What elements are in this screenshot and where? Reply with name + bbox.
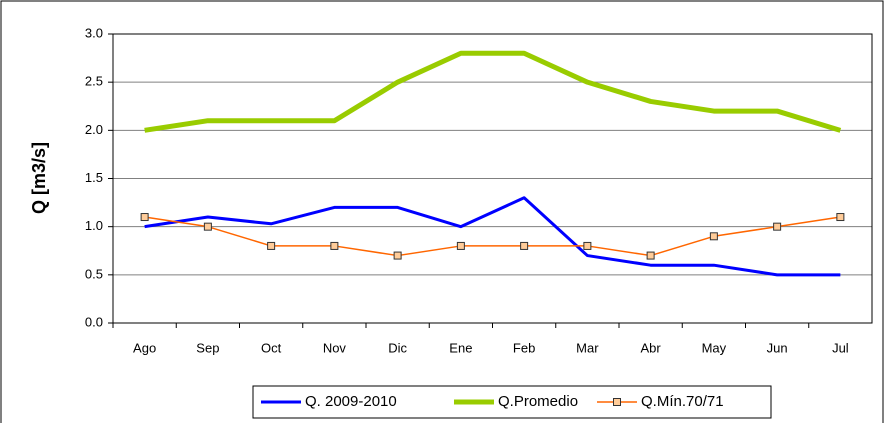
legend-label: Q. 2009-2010 bbox=[305, 393, 397, 410]
point-marker bbox=[646, 251, 655, 260]
legend-marker bbox=[613, 398, 621, 406]
x-tick-label: Ago bbox=[133, 340, 156, 355]
x-tick-label: Oct bbox=[261, 340, 282, 355]
point-marker bbox=[203, 222, 212, 231]
x-tick-label: Nov bbox=[323, 340, 347, 355]
y-tick-label: 2.0 bbox=[85, 122, 103, 137]
legend-label: Q.Mín.70/71 bbox=[641, 393, 724, 410]
y-tick-label: 3.0 bbox=[85, 25, 103, 40]
series-line bbox=[144, 50, 842, 133]
x-tick-label: Abr bbox=[641, 340, 662, 355]
series-line bbox=[144, 216, 841, 257]
x-tick-label: Feb bbox=[513, 340, 535, 355]
point-marker bbox=[330, 241, 339, 250]
point-marker bbox=[709, 232, 718, 241]
y-tick-label: 0.0 bbox=[85, 314, 103, 329]
point-marker bbox=[520, 241, 529, 250]
y-axis-label: Q [m3/s] bbox=[29, 142, 49, 214]
x-tick-label: Jul bbox=[832, 340, 849, 355]
y-tick-label: 0.5 bbox=[85, 266, 103, 281]
point-marker bbox=[836, 213, 845, 222]
point-marker bbox=[583, 241, 592, 250]
y-tick-label: 1.0 bbox=[85, 218, 103, 233]
point-marker bbox=[773, 222, 782, 231]
x-tick-label: May bbox=[702, 340, 727, 355]
series-line bbox=[144, 196, 841, 277]
y-tick-label: 1.5 bbox=[85, 170, 103, 185]
point-marker bbox=[456, 241, 465, 250]
point-marker bbox=[393, 251, 402, 260]
x-tick-label: Jun bbox=[767, 340, 788, 355]
x-tick-label: Dic bbox=[388, 340, 407, 355]
x-tick-label: Sep bbox=[196, 340, 219, 355]
point-marker bbox=[267, 241, 276, 250]
x-tick-label: Ene bbox=[449, 340, 472, 355]
x-tick-label: Mar bbox=[576, 340, 599, 355]
y-tick-label: 2.5 bbox=[85, 74, 103, 89]
point-marker bbox=[140, 213, 149, 222]
legend-box bbox=[252, 385, 772, 419]
legend-label: Q.Promedio bbox=[498, 393, 578, 410]
